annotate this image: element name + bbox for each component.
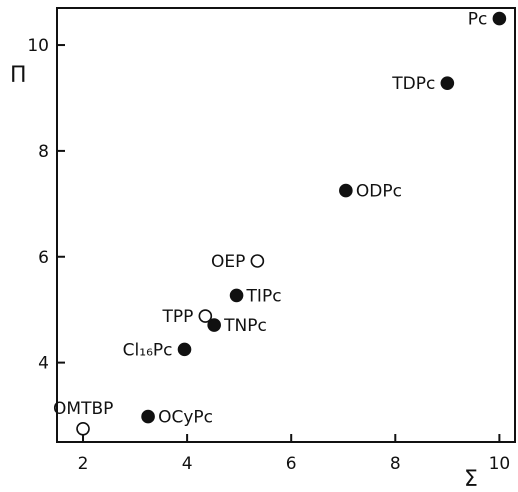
data-point-marker xyxy=(177,342,192,357)
y-axis-label: Π xyxy=(10,63,27,88)
x-tick-label: 6 xyxy=(286,454,297,474)
data-point-label: Pc xyxy=(468,10,488,30)
x-tick-label: 2 xyxy=(78,454,89,474)
y-tick-label: 4 xyxy=(38,354,49,374)
x-tick-label: 10 xyxy=(489,454,511,474)
y-tick-label: 10 xyxy=(27,36,49,56)
data-point-marker xyxy=(339,183,353,198)
data-point-label: OMTBP xyxy=(53,399,113,419)
x-tick-label: 4 xyxy=(182,454,193,474)
data-point-label: TDPc xyxy=(391,74,435,94)
data-point-marker xyxy=(141,409,155,424)
data-point-label: Cl₁₆Pc xyxy=(123,340,173,360)
data-point-label: ODPc xyxy=(356,182,402,202)
data-point-label: OCyPc xyxy=(158,408,213,428)
data-point-label: TNPc xyxy=(223,316,267,336)
data-point-marker xyxy=(76,421,90,436)
data-point-label: TIPc xyxy=(246,286,282,306)
data-point-marker xyxy=(207,318,221,332)
x-axis-label: Σ xyxy=(464,467,478,492)
data-point-marker xyxy=(492,11,507,26)
x-tick-label: 8 xyxy=(390,454,401,474)
data-point-label: OEP xyxy=(211,252,245,272)
data-point-marker xyxy=(250,254,265,268)
plot-frame xyxy=(56,7,516,443)
data-point-marker xyxy=(440,76,455,90)
data-point-marker xyxy=(229,288,244,303)
axis-ticks: 2 4 6 8 10 4 6 8 10 xyxy=(27,36,510,474)
y-tick-label: 8 xyxy=(38,142,49,162)
data-point-label: TPP xyxy=(161,307,193,327)
data-point-marker xyxy=(198,309,213,323)
y-tick-label: 6 xyxy=(38,248,49,268)
